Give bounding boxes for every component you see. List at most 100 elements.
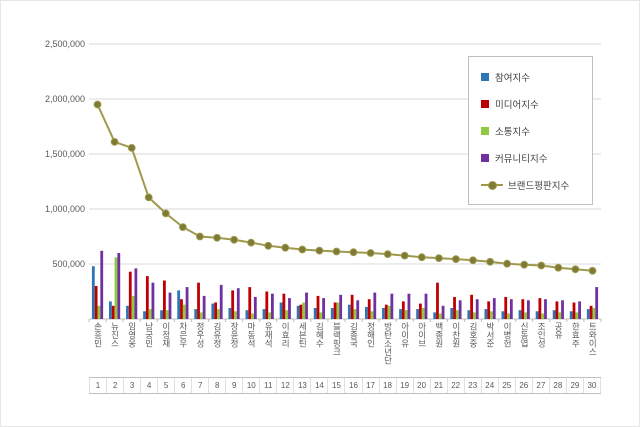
bar xyxy=(185,287,189,319)
bar xyxy=(160,310,163,319)
bar xyxy=(182,304,186,319)
trend-marker xyxy=(179,223,187,232)
bar xyxy=(251,313,254,319)
bar xyxy=(202,295,206,319)
bar xyxy=(370,311,374,319)
bar xyxy=(586,309,590,319)
rank-label: 21 xyxy=(431,378,448,393)
bar xyxy=(509,299,513,319)
rank-label: 22 xyxy=(448,378,465,393)
bar xyxy=(524,312,527,319)
bar xyxy=(484,309,488,319)
rank-label: 17 xyxy=(363,378,380,393)
category-label: 백종원 xyxy=(434,322,445,348)
category-label: 방탄소년단 xyxy=(383,322,394,365)
bar xyxy=(180,299,183,319)
category-label: 공유 xyxy=(553,322,564,339)
bar xyxy=(94,286,98,319)
rank-label: 20 xyxy=(414,378,431,393)
bar xyxy=(455,310,459,319)
bar xyxy=(450,308,454,319)
category-label: 임영웅 xyxy=(127,322,138,348)
bar xyxy=(544,299,547,319)
bar xyxy=(441,305,445,319)
rank-label: 18 xyxy=(380,378,397,393)
legend-item: 소통지수 xyxy=(469,117,592,144)
y-axis: 500,000 1,000,000 1,500,000 2,000,000 2,500,… xyxy=(1,1,85,341)
bar xyxy=(424,293,428,319)
trend-marker xyxy=(435,254,443,263)
category-label: 조인성 xyxy=(536,322,547,348)
bar xyxy=(165,310,169,319)
trend-marker xyxy=(571,265,580,274)
legend-swatch-icon xyxy=(481,153,489,162)
bar xyxy=(271,293,274,319)
rank-label: 14 xyxy=(311,378,329,393)
bar xyxy=(333,302,337,319)
bar xyxy=(234,311,237,319)
bar-series-0 xyxy=(91,266,590,319)
bar xyxy=(436,282,439,319)
bar xyxy=(487,301,491,319)
bar xyxy=(453,297,456,319)
bar xyxy=(527,300,530,319)
legend-item: 커뮤니티지수 xyxy=(469,144,592,171)
rank-label: 11 xyxy=(260,378,278,393)
y-axis-label: 1,500,000 xyxy=(44,149,85,159)
trend-marker xyxy=(332,247,341,256)
category-label: 이효리 xyxy=(280,322,291,348)
rank-label: 8 xyxy=(209,378,227,393)
legend-label: 브랜드평판지수 xyxy=(508,180,570,192)
bar xyxy=(319,312,323,319)
trend-marker xyxy=(383,250,392,259)
y-axis-label: 1,000,000 xyxy=(44,204,85,214)
category-label: 정해인 xyxy=(365,322,376,348)
bar xyxy=(245,310,249,319)
bar xyxy=(467,310,471,319)
rank-label: 4 xyxy=(141,378,159,393)
bar xyxy=(91,266,95,319)
category-label: 이정재 xyxy=(161,322,172,348)
rank-label: 27 xyxy=(533,378,550,393)
legend-item: 참여지수 xyxy=(469,63,592,90)
bar xyxy=(538,298,542,319)
trend-marker xyxy=(520,260,529,269)
legend-item: 브랜드평판지수 xyxy=(469,171,592,198)
category-label: 신동엽 xyxy=(519,322,530,348)
trend-marker xyxy=(315,246,324,255)
bar xyxy=(197,282,200,319)
bar xyxy=(288,298,291,319)
bar xyxy=(316,295,320,319)
bar xyxy=(228,308,232,319)
bar xyxy=(356,300,360,319)
bar xyxy=(111,305,115,319)
bar xyxy=(558,312,562,319)
category-label: 아이유 xyxy=(400,322,411,348)
bar xyxy=(382,308,385,319)
bar xyxy=(353,309,357,319)
bar xyxy=(575,312,579,319)
trend-marker xyxy=(588,266,597,275)
rank-label: 10 xyxy=(243,378,261,393)
bar xyxy=(501,311,505,319)
bar xyxy=(339,294,343,319)
trend-marker xyxy=(161,209,170,218)
trend-marker xyxy=(452,255,460,264)
rank-label: 26 xyxy=(516,378,533,393)
bar xyxy=(458,300,462,319)
category-label: 김유정 xyxy=(212,322,223,348)
bar-series-2 xyxy=(97,257,596,319)
rank-axis-labels: 1 2 3 4 5 6 7 8 9 10 11 12 13 14 15 16 17 18 19 20 21 22 23 24 2… xyxy=(89,377,601,394)
bar xyxy=(126,305,129,319)
rank-label: 3 xyxy=(124,378,142,393)
bar xyxy=(419,303,422,319)
rank-label: 12 xyxy=(277,378,295,393)
bar xyxy=(248,287,252,319)
rank-label: 19 xyxy=(397,378,414,393)
y-axis-label: 500,000 xyxy=(52,259,85,269)
bar xyxy=(541,313,545,319)
bar xyxy=(390,293,394,319)
bar xyxy=(211,303,215,319)
trend-marker xyxy=(400,251,409,260)
bar xyxy=(163,280,166,319)
